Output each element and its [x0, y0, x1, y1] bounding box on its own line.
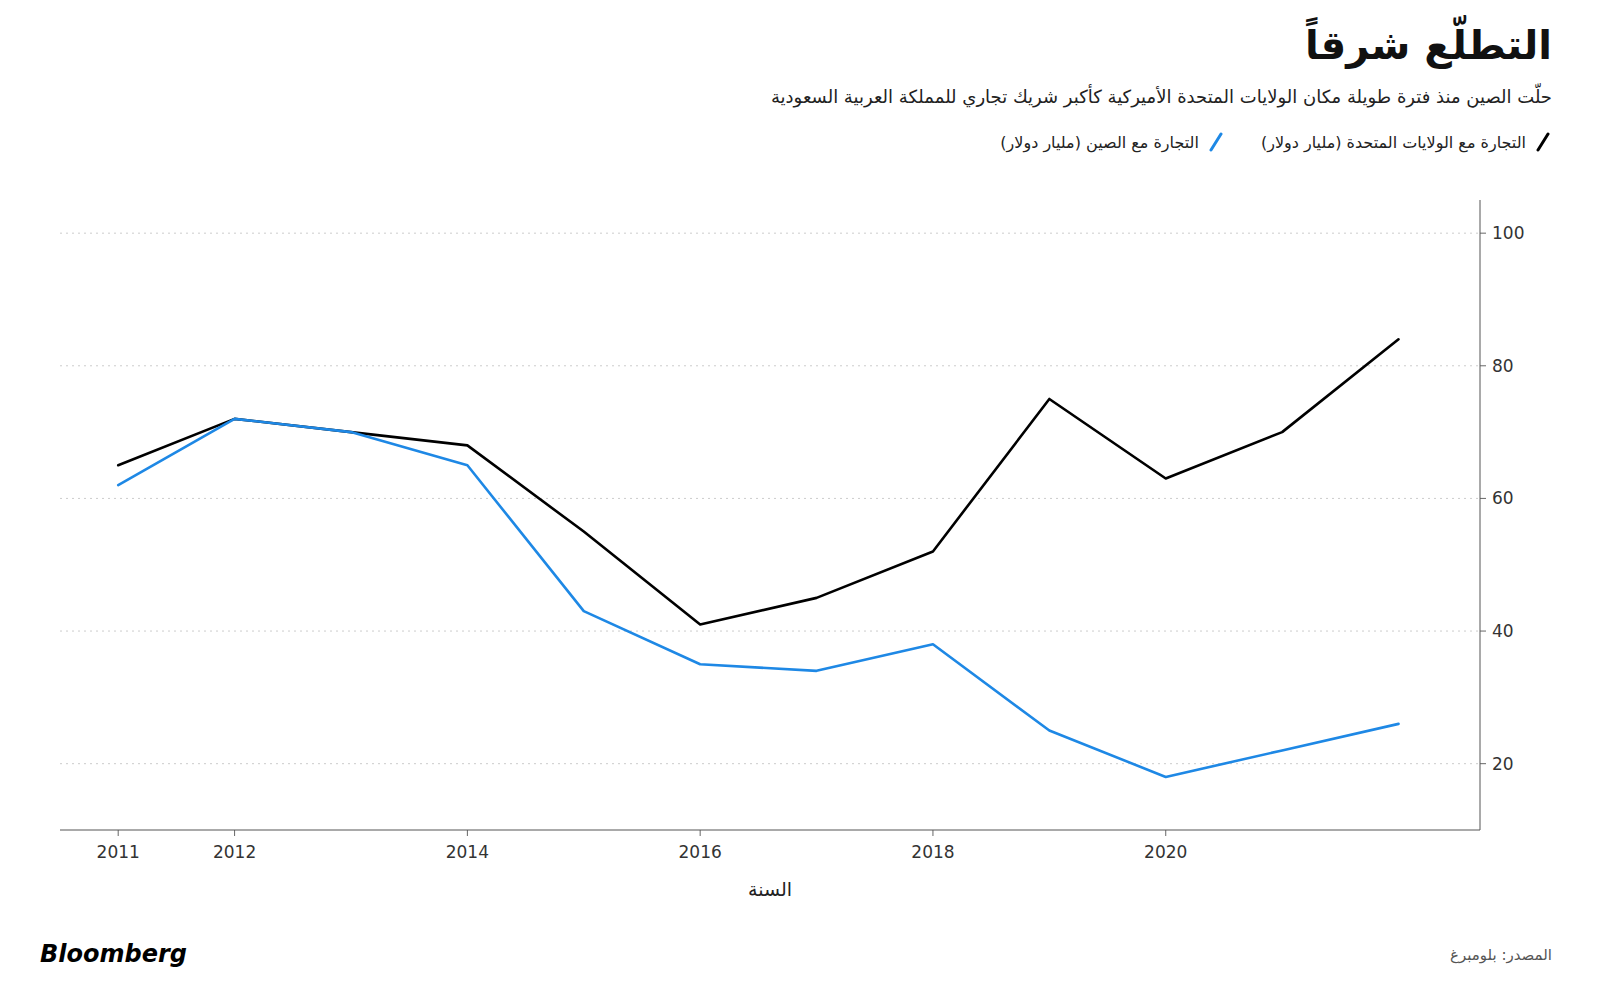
y-tick — [1480, 498, 1486, 499]
y-tick — [1480, 233, 1486, 234]
legend-item: التجارة مع الولايات المتحدة (مليار دولار… — [1261, 132, 1552, 152]
x-tick — [932, 830, 933, 836]
x-tick — [700, 830, 701, 836]
x-axis-line — [60, 830, 1480, 831]
y-tick-label: 80 — [1492, 356, 1514, 376]
legend-swatch — [1207, 132, 1225, 152]
x-tick — [467, 830, 468, 836]
plot-area — [118, 339, 1398, 777]
annotation: Bloomberg — [40, 940, 187, 968]
series-line — [118, 419, 1398, 777]
x-tick-label: 2014 — [446, 842, 489, 862]
y-tick-label: 60 — [1492, 488, 1514, 508]
grid-line — [60, 233, 1480, 234]
x-axis-label: السنة — [748, 878, 792, 900]
subtitle: حلّت الصين منذ فترة طويلة مكان الولايات … — [771, 86, 1552, 107]
grid-line — [60, 631, 1480, 632]
x-tick — [1165, 830, 1166, 836]
legend: التجارة مع الولايات المتحدة (مليار دولار… — [1000, 132, 1552, 152]
x-tick-label: 2018 — [911, 842, 954, 862]
legend-swatch-line — [1538, 134, 1548, 150]
legend-swatch — [1534, 132, 1552, 152]
y-tick — [1480, 365, 1486, 366]
x-tick-label: 2016 — [679, 842, 722, 862]
grid-line — [60, 498, 1480, 499]
grid-line — [60, 365, 1480, 366]
legend-label: التجارة مع الولايات المتحدة (مليار دولار… — [1261, 133, 1526, 152]
y-tick-label: 40 — [1492, 621, 1514, 641]
chart: 20 40 60 80 100 2011 2012 2014 2016 2018 2020 السنة — [0, 0, 1600, 986]
series-line — [118, 339, 1398, 624]
legend-item: التجارة مع الصين (مليار دولار) — [1000, 132, 1225, 152]
y-tick-label: 20 — [1492, 754, 1514, 774]
grid-line — [60, 763, 1480, 764]
y-tick — [1480, 631, 1486, 632]
legend-label: التجارة مع الصين (مليار دولار) — [1000, 133, 1199, 152]
legend-swatch-line — [1211, 134, 1221, 150]
x-tick-label: 2012 — [213, 842, 256, 862]
x-tick-label: 2011 — [97, 842, 140, 862]
y-tick — [1480, 763, 1486, 764]
title: التطلّع شرقاً — [1305, 22, 1552, 68]
x-tick — [234, 830, 235, 836]
y-axis-line — [1480, 200, 1481, 830]
annotation: المصدر: بلومبرغ — [1450, 946, 1552, 964]
y-tick-label: 100 — [1492, 223, 1524, 243]
x-tick — [118, 830, 119, 836]
x-tick-label: 2020 — [1144, 842, 1187, 862]
